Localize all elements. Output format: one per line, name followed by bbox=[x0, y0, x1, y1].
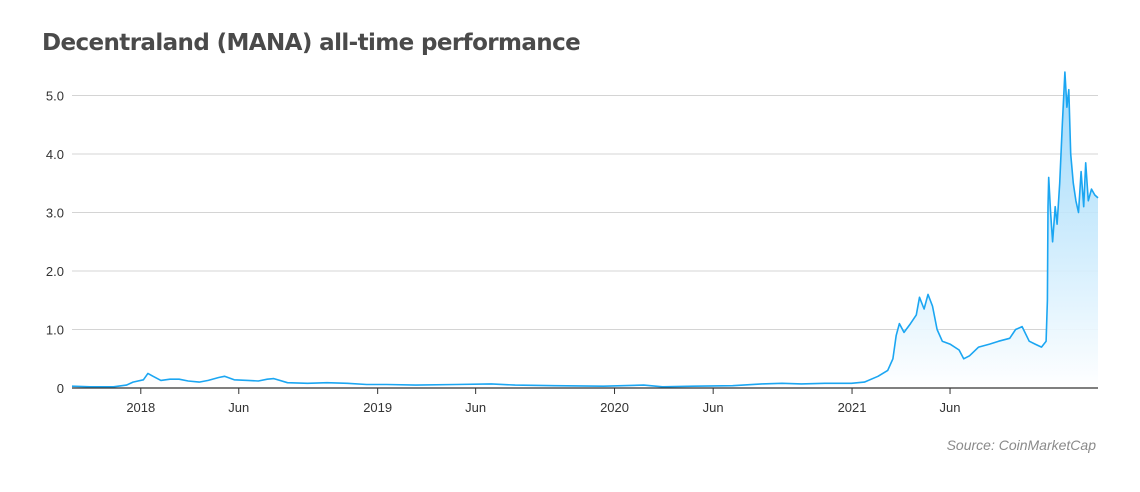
y-tick-label: 1.0 bbox=[46, 323, 64, 338]
x-tick-label: 2019 bbox=[363, 400, 392, 415]
chart-title: Decentraland (MANA) all-time performance bbox=[42, 30, 581, 56]
y-tick-label: 2.0 bbox=[46, 264, 64, 279]
x-tick-label: 2021 bbox=[838, 400, 867, 415]
price-line bbox=[71, 71, 1099, 388]
price-area bbox=[71, 71, 1099, 388]
x-tick-label: 2018 bbox=[126, 400, 155, 415]
y-tick-label: 5.0 bbox=[46, 89, 64, 104]
source-note: Source: CoinMarketCap bbox=[946, 437, 1096, 453]
x-tick-label: Jun bbox=[228, 400, 249, 415]
y-tick-label: 4.0 bbox=[46, 147, 64, 162]
price-area-fill bbox=[72, 72, 1098, 388]
x-tick-label: Jun bbox=[703, 400, 724, 415]
axes bbox=[72, 387, 1098, 394]
y-gridlines bbox=[72, 95, 1098, 330]
y-tick-label: 3.0 bbox=[46, 206, 64, 221]
x-tick-label: Jun bbox=[940, 400, 961, 415]
x-tick-label: Jun bbox=[465, 400, 486, 415]
y-tick-labels: 0 1.0 2.0 3.0 4.0 5.0 bbox=[46, 89, 64, 397]
x-tick-labels: 2018 Jun 2019 Jun 2020 Jun 2021 Jun bbox=[126, 400, 960, 415]
y-tick-label: 0 bbox=[57, 381, 64, 396]
x-tick-label: 2020 bbox=[600, 400, 629, 415]
